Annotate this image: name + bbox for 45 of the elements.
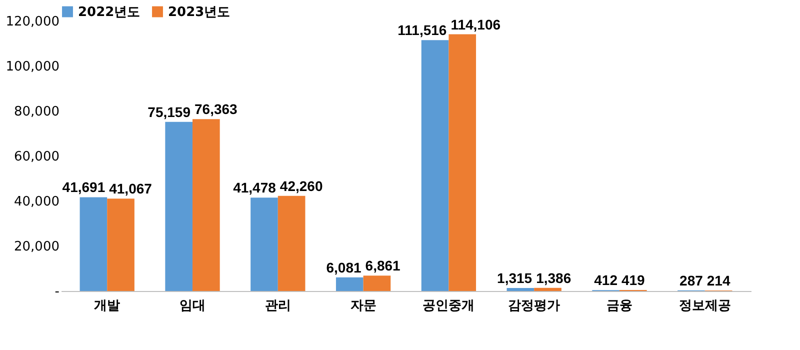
legend-label: 2023년도 [168,4,230,20]
data-label: 41,067 [109,180,152,197]
bar [448,34,476,291]
bar [363,276,391,291]
y-tick-label: 80,000 [14,104,60,120]
data-label: 114,106 [450,16,501,32]
legend-label: 2022년도 [78,4,140,20]
x-tick-label: 임대 [180,298,206,314]
x-tick-label: 정보제공 [678,298,731,314]
x-tick-label: 감정평가 [508,298,560,314]
x-tick-label: 금융 [606,298,632,314]
bar [336,277,364,291]
y-tick-label: 120,000 [6,14,60,30]
bar [107,198,134,291]
data-label: 214 [706,272,730,289]
x-tick-label: 자문 [350,298,376,314]
data-label: 111,516 [398,22,447,38]
data-label: 1,386 [536,270,572,286]
x-tick-label: 관리 [264,298,291,314]
bar [250,198,278,291]
data-label: 6,861 [365,258,401,274]
x-tick-label: 공인중개 [422,298,475,314]
y-tick-label: - [54,284,60,300]
bar [80,197,108,291]
bar [534,288,562,291]
bar [278,196,306,291]
data-label: 1,315 [497,270,532,286]
data-label: 42,260 [280,178,323,194]
bar [192,119,220,291]
data-label: 6,081 [326,259,362,276]
data-label: 287 [680,272,704,288]
data-label: 41,691 [62,179,106,196]
data-label: 41,478 [233,180,276,196]
bar [165,122,193,291]
data-label: 75,159 [148,104,191,120]
data-label: 76,363 [194,101,238,118]
y-tick-label: 100,000 [6,60,60,74]
x-tick-label: 개발 [94,298,120,314]
data-label: 412 [594,272,618,288]
y-tick-label: 60,000 [14,150,60,164]
y-tick-label: 20,000 [14,240,60,254]
data-label: 419 [621,272,646,288]
bar [421,40,449,291]
bar [506,288,534,291]
y-tick-label: 40,000 [14,194,60,210]
